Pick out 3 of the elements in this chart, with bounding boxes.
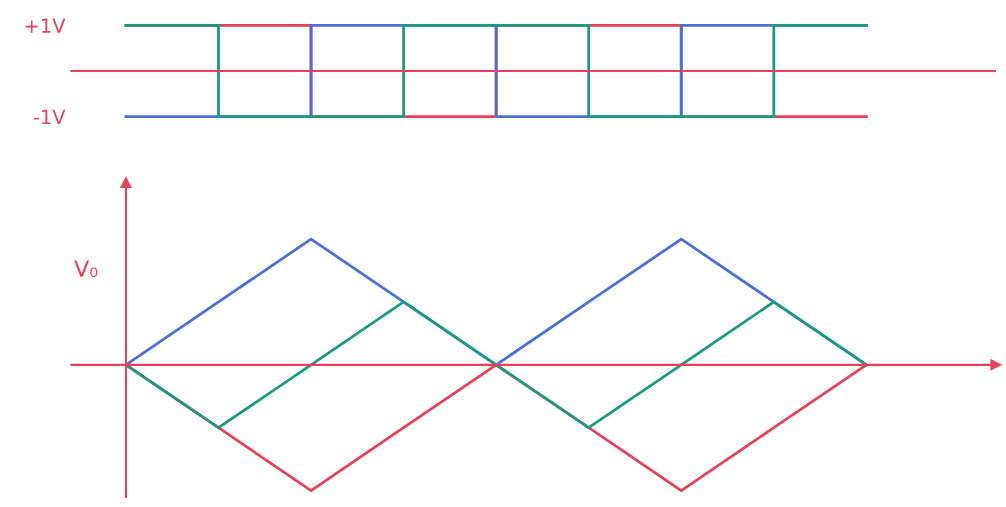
- y-tick-label: +1V: [25, 18, 66, 33]
- y-axis-title: V₀: [74, 260, 98, 277]
- y-tick-label: -1V: [33, 109, 66, 124]
